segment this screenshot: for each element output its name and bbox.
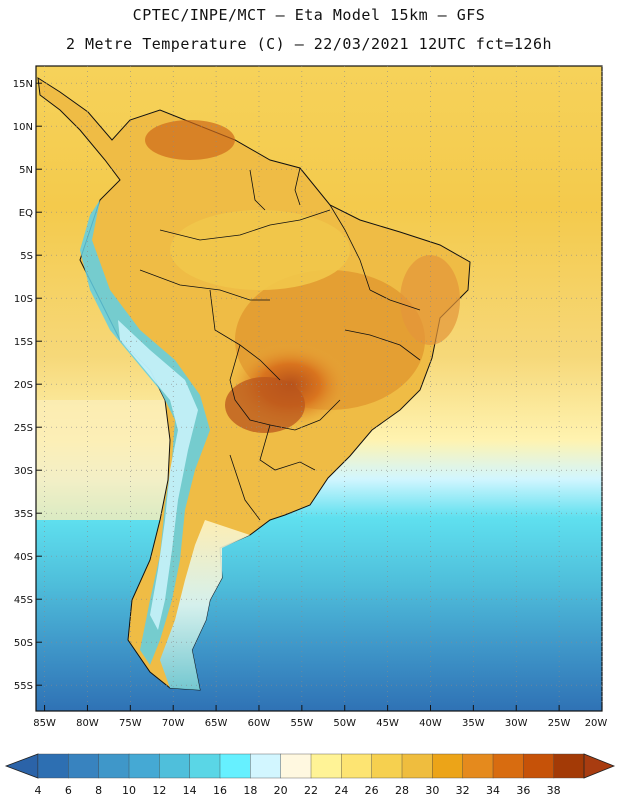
hot-region-northeast [400, 255, 460, 345]
lat-label: 15N [13, 79, 33, 90]
lat-label: 35S [14, 509, 33, 520]
map-title-line2: 2 Metre Temperature (C) — 22/03/2021 12U… [65, 35, 553, 53]
lon-label: 55W [291, 718, 314, 729]
colorbar-swatch [523, 753, 555, 779]
colorbar-label: 24 [334, 784, 348, 797]
lat-label: 30S [14, 466, 33, 477]
andes-cold-strip [80, 200, 210, 665]
lon-label: 50W [333, 718, 356, 729]
lon-label: 20W [585, 718, 608, 729]
colorbar-label: 22 [304, 784, 318, 797]
longitude-labels: 85W 80W 75W 70W 65W 60W 55W 50W 45W 40W 35W 30W 25W 2… [33, 718, 607, 729]
colorbar-swatch [159, 753, 191, 779]
colorbar-label: 12 [152, 784, 166, 797]
warm-region-amazon [170, 210, 350, 290]
colorbar-label: 36 [516, 784, 530, 797]
colorbar-swatch [128, 753, 160, 779]
colorbar-label: 30 [425, 784, 439, 797]
colorbar-swatch [371, 753, 403, 779]
colorbar-swatch [189, 753, 221, 779]
map-title-line1: CPTEC/INPE/MCT — Eta Model 15km — GFS [132, 6, 486, 24]
lat-label: 10S [14, 294, 33, 305]
lat-label: 5S [20, 251, 33, 262]
colorbar: 4 6 8 10 12 14 16 18 20 22 24 26 28 30 32 34 36 38 [4, 753, 616, 797]
lat-label: 45S [14, 595, 33, 606]
lon-label: 30W [505, 718, 528, 729]
colorbar-label: 8 [95, 784, 102, 797]
lat-label: 40S [14, 552, 33, 563]
colorbar-label: 38 [547, 784, 561, 797]
colorbar-label: 26 [365, 784, 379, 797]
colorbar-label: 34 [486, 784, 500, 797]
lon-label: 65W [205, 718, 228, 729]
lon-label: 60W [248, 718, 271, 729]
colorbar-label: 14 [183, 784, 197, 797]
lat-label: 5N [19, 165, 33, 176]
colorbar-label: 4 [35, 784, 42, 797]
colorbar-swatch [280, 753, 312, 779]
colorbar-label: 20 [274, 784, 288, 797]
lon-label: 75W [119, 718, 142, 729]
colorbar-swatch [462, 753, 494, 779]
colorbar-swatch [492, 753, 524, 779]
hot-region-venezuela [145, 120, 235, 160]
colorbar-label: 6 [65, 784, 72, 797]
lon-label: 40W [419, 718, 442, 729]
colorbar-label: 18 [243, 784, 257, 797]
lat-label: EQ [19, 208, 33, 219]
colorbar-label: 28 [395, 784, 409, 797]
colorbar-swatch [219, 753, 251, 779]
colorbar-swatch [553, 753, 585, 779]
hot-region-paraguay [225, 377, 305, 433]
pacific-cool-band [36, 400, 176, 520]
colorbar-swatch [68, 753, 100, 779]
lon-label: 45W [376, 718, 399, 729]
colorbar-swatch [250, 753, 282, 779]
lat-label: 50S [14, 638, 33, 649]
lon-label: 85W [33, 718, 56, 729]
colorbar-swatch [98, 753, 130, 779]
colorbar-high-arrow [583, 753, 616, 779]
colorbar-label: 10 [122, 784, 136, 797]
lat-label: 15S [14, 337, 33, 348]
lat-label: 20S [14, 380, 33, 391]
country-borders [139, 167, 421, 521]
colorbar-swatch [310, 753, 342, 779]
colorbar-swatch [432, 753, 464, 779]
colorbar-label: 32 [456, 784, 470, 797]
lon-label: 25W [548, 718, 571, 729]
lat-label: 10N [13, 122, 33, 133]
colorbar-swatch [341, 753, 373, 779]
map-frame [35, 65, 603, 712]
colorbar-swatch [37, 753, 69, 779]
andes-snow-core [118, 320, 198, 630]
patagonia-cool [160, 520, 250, 690]
colorbar-label: 16 [213, 784, 227, 797]
colorbar-low-arrow [4, 753, 39, 779]
latitude-labels: 15N 10N 5N EQ 5S 10S 15S 20S 25S 30S 35S 40S 45S 50S 5… [13, 79, 33, 692]
lon-label: 35W [462, 718, 485, 729]
colorbar-swatch [401, 753, 433, 779]
lon-label: 80W [76, 718, 99, 729]
lon-label: 70W [162, 718, 185, 729]
lat-label: 55S [14, 681, 33, 692]
lat-label: 25S [14, 423, 33, 434]
graticule [36, 66, 603, 711]
